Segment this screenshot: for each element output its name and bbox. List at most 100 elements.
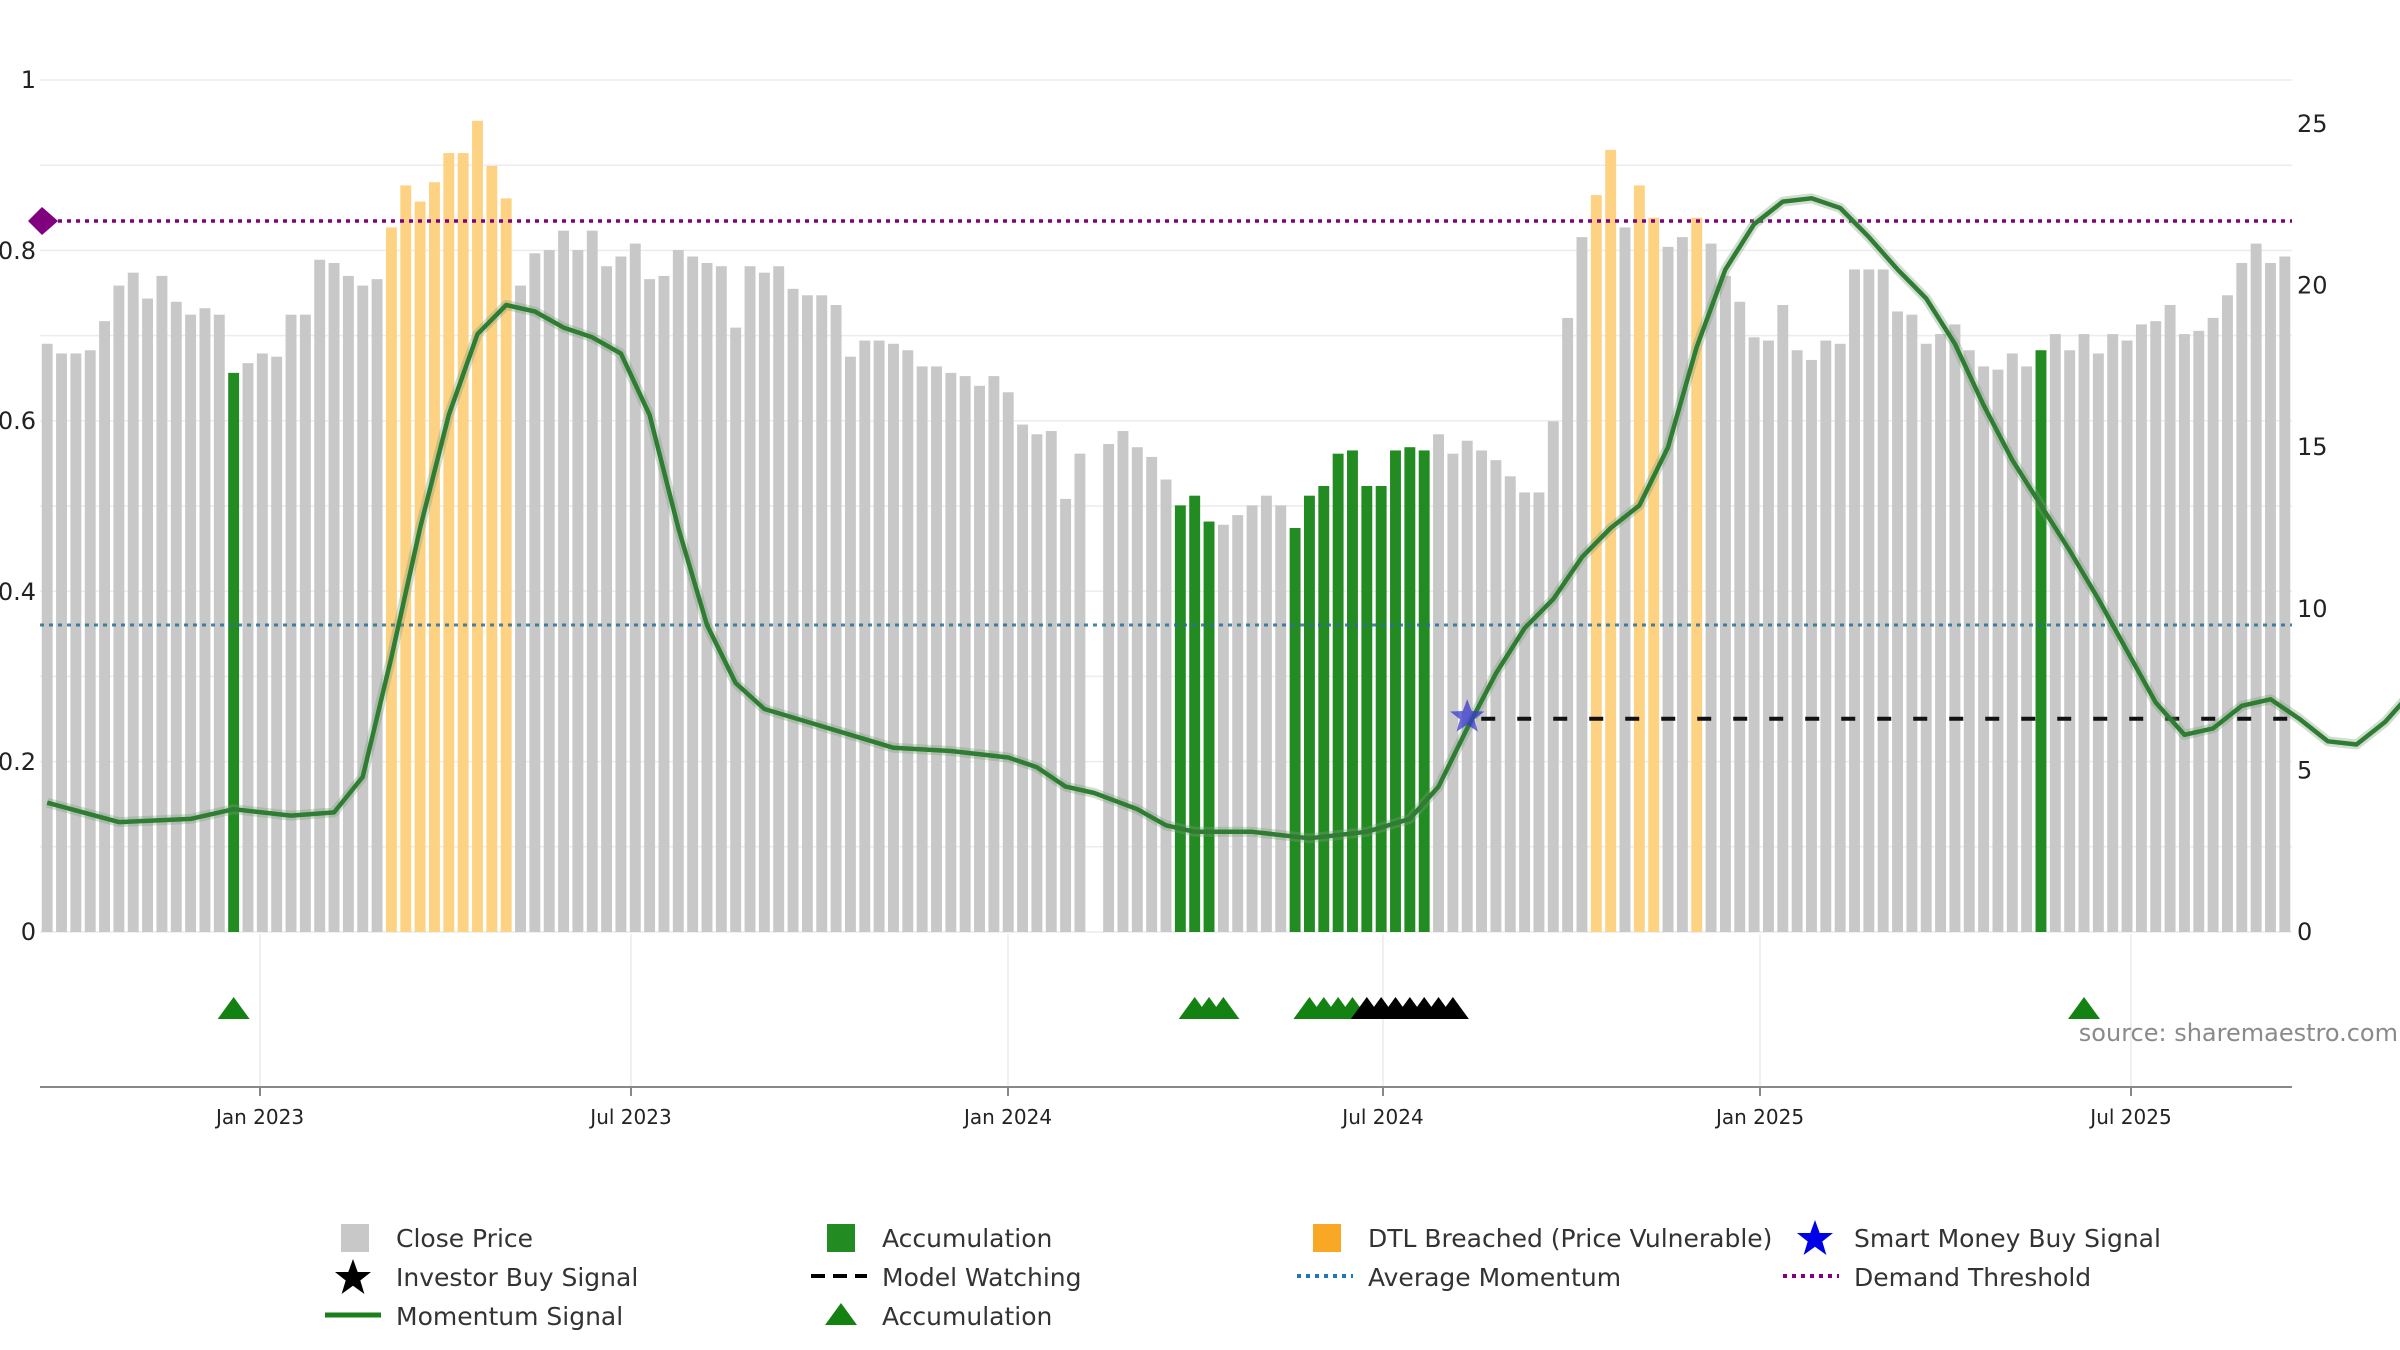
price-bar (1920, 343, 1932, 932)
price-bar (1002, 392, 1014, 933)
price-bar (644, 279, 656, 932)
price-bar (658, 275, 670, 932)
price-bar (1476, 450, 1488, 932)
price-bar (801, 295, 813, 932)
price-bar (558, 230, 570, 932)
price-bar (414, 201, 426, 932)
price-bar (1504, 476, 1516, 932)
price-bar (1992, 369, 2004, 933)
price-bar (988, 376, 1000, 932)
price-bar (2049, 334, 2061, 933)
price-bar (1375, 485, 1387, 932)
x-tick-label: Jan 2024 (962, 1105, 1052, 1129)
price-bar (1576, 237, 1588, 932)
price-bar (572, 250, 584, 933)
right-axis-tick-label: 25 (2297, 110, 2328, 138)
right-axis-tick-label: 10 (2297, 595, 2328, 623)
price-bar (1103, 443, 1115, 932)
price-bar (1519, 492, 1531, 932)
price-bar (1217, 524, 1229, 932)
price-bar (127, 272, 139, 932)
price-bar (1791, 350, 1803, 932)
price-bar (2092, 353, 2104, 932)
price-bar (371, 279, 383, 932)
price-bar (1648, 217, 1660, 932)
price-bar (844, 356, 856, 933)
price-bar (285, 314, 297, 932)
price-bar (1404, 447, 1416, 932)
price-bar (515, 285, 526, 933)
price-bar (2236, 262, 2248, 932)
price-bar (299, 314, 311, 932)
price-bar (1834, 343, 1846, 932)
price-bar (1174, 505, 1186, 932)
left-axis-tick-label: 0.2 (0, 748, 36, 776)
price-bar (1232, 515, 1244, 932)
price-bar (744, 266, 756, 932)
price-bar (256, 353, 268, 932)
price-bar (945, 372, 957, 932)
price-bar (2164, 304, 2176, 932)
price-bar (56, 353, 67, 932)
price-bar (1361, 485, 1373, 932)
price-bar (730, 327, 742, 933)
price-bar (1892, 311, 1903, 932)
left-axis-tick-label: 0.8 (0, 237, 36, 265)
price-bar (1935, 334, 1947, 933)
x-tick-label: Jul 2023 (588, 1105, 671, 1129)
price-bar (1963, 350, 1975, 932)
price-bar (429, 182, 440, 932)
price-bar (902, 350, 914, 932)
price-bar (1045, 431, 1057, 932)
price-bar (1332, 453, 1344, 932)
price-bar (615, 256, 627, 933)
price-bar (271, 356, 283, 933)
price-bar (2250, 243, 2262, 933)
price-bar (2064, 350, 2076, 932)
price-bar (672, 250, 684, 933)
price-bar (457, 153, 469, 932)
price-bar (1906, 314, 1918, 932)
price-bar (1490, 460, 1502, 932)
price-bar (84, 350, 96, 932)
price-bar (328, 262, 340, 932)
price-bar (1146, 456, 1158, 932)
price-bar (1605, 149, 1617, 932)
x-tick-label: Jan 2025 (1714, 1105, 1804, 1129)
price-bar (1949, 324, 1961, 932)
price-bar (1318, 485, 1330, 932)
price-bar (357, 285, 369, 933)
price-bar (1461, 440, 1473, 932)
accumulation-marker (217, 997, 250, 1019)
price-bar (1117, 431, 1129, 932)
price-bar (816, 295, 828, 932)
price-bar (1433, 434, 1444, 932)
price-bar (959, 376, 971, 932)
price-bar (1633, 185, 1645, 932)
price-bar (1820, 340, 1832, 932)
smart-money-buy-signal (1450, 699, 1485, 732)
right-axis-tick-label: 15 (2297, 433, 2328, 461)
price-bar (113, 285, 125, 933)
price-bar (1031, 434, 1043, 932)
price-bar (1074, 453, 1086, 932)
price-bar (228, 372, 240, 932)
price-bar (787, 288, 799, 932)
price-bar (1806, 359, 1817, 932)
price-bar (1246, 505, 1258, 932)
price-bar (1734, 301, 1746, 932)
signal-markers (217, 699, 2101, 1019)
price-bar (170, 301, 182, 932)
price-bar (1705, 243, 1717, 933)
price-bar (2035, 350, 2047, 932)
x-tick-label: Jul 2024 (1340, 1105, 1423, 1129)
price-bar (888, 343, 899, 932)
price-bar (1390, 450, 1401, 932)
price-bar (758, 272, 770, 932)
price-bar (2207, 317, 2219, 932)
price-bar (213, 314, 225, 932)
price-bar (443, 153, 455, 932)
price-bar (1849, 269, 1860, 932)
left-axis-tick-label: 0 (21, 918, 36, 946)
